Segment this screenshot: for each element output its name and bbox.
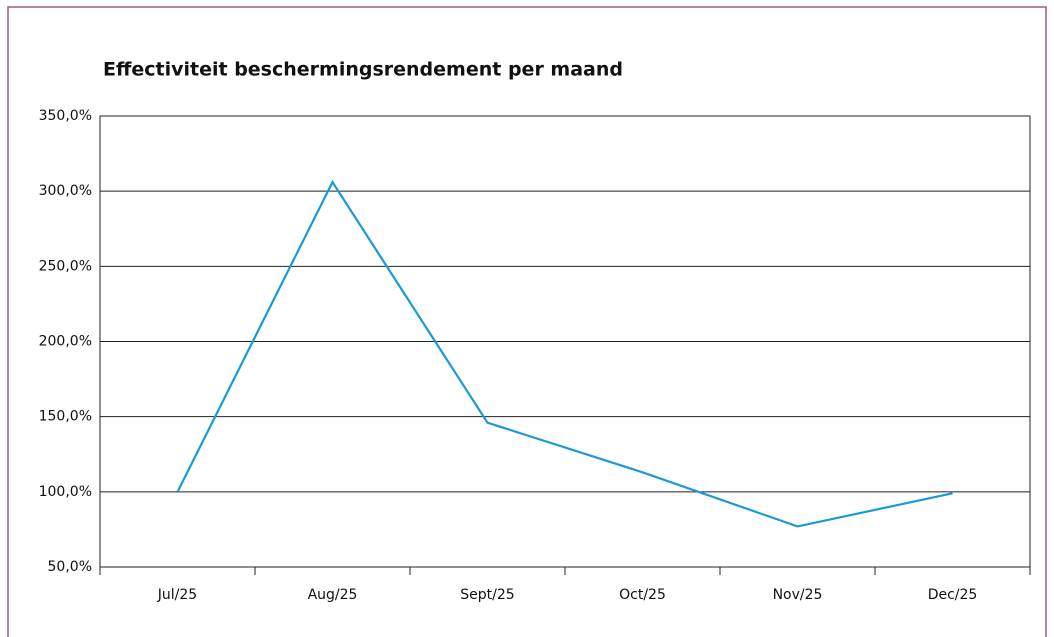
frame — [7, 6, 1047, 637]
y-tick-label: 150,0% — [39, 409, 92, 425]
x-tick-label: Nov/25 — [773, 587, 823, 603]
y-tick-label: 250,0% — [39, 258, 92, 274]
y-tick-label: 50,0% — [48, 559, 92, 575]
y-tick-label: 200,0% — [39, 334, 92, 350]
y-tick-label: 350,0% — [39, 108, 92, 124]
x-tick-label: Aug/25 — [308, 587, 358, 603]
x-tick-label: Oct/25 — [619, 587, 666, 603]
x-tick-label: Sept/25 — [460, 587, 514, 603]
x-tick-label: Dec/25 — [928, 587, 978, 603]
chart-title: Effectiviteit beschermingsrendement per … — [103, 59, 623, 81]
y-tick-label: 100,0% — [39, 484, 92, 500]
y-tick-label: 300,0% — [39, 183, 92, 199]
x-tick-label: Jul/25 — [157, 587, 197, 603]
series-line — [176, 179, 953, 528]
